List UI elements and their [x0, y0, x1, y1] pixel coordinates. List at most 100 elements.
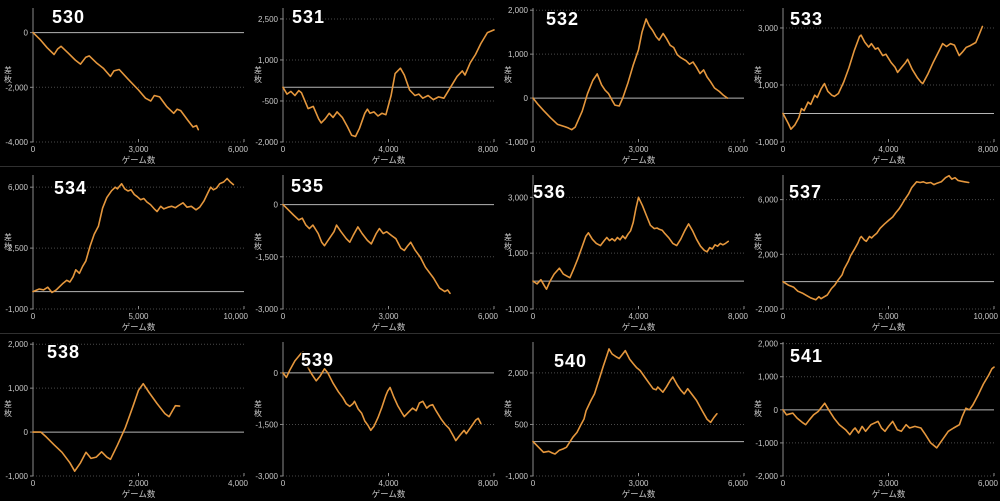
y-axis-title: 枚 [504, 241, 512, 251]
plot-line [282, 351, 482, 442]
y-axis-title: 差 [254, 399, 262, 409]
plot-line [782, 25, 984, 130]
x-tick-label: 0 [781, 479, 786, 488]
y-tick-label: -1,000 [505, 472, 528, 481]
chart-title: 541 [790, 346, 824, 366]
x-axis-title: ゲーム数 [122, 322, 156, 332]
x-axis-title: ゲーム数 [622, 322, 656, 332]
x-tick-label: 6,000 [478, 312, 499, 321]
y-tick-label: -2,000 [5, 83, 28, 92]
x-axis-title: ゲーム数 [872, 322, 906, 332]
x-tick-label: 2,000 [128, 479, 149, 488]
chart-cell[interactable]: 537 6,000 2,000 -2,000 0 5,000 10,000 ゲーム数 差枚 [750, 167, 1000, 334]
x-axis-title: ゲーム数 [872, 155, 906, 165]
y-tick-label: -2,000 [755, 305, 778, 314]
x-tick-label: 5,000 [878, 312, 899, 321]
x-tick-label: 8,000 [478, 145, 499, 154]
x-axis-title: ゲーム数 [622, 489, 656, 499]
y-tick-label: -1,000 [505, 305, 528, 314]
x-tick-label: 6,000 [728, 145, 749, 154]
y-axis-title: 枚 [504, 408, 512, 418]
chart-cell[interactable]: 536 3,000 1,000 -1,000 0 4,000 8,000 ゲーム数 差枚 [500, 167, 750, 334]
y-tick-label: 1,000 [508, 249, 529, 258]
y-axis-title: 枚 [4, 408, 12, 418]
x-axis-title: ゲーム数 [872, 489, 906, 499]
x-tick-label: 10,000 [974, 312, 999, 321]
plot-line [782, 174, 970, 301]
y-tick-label: -500 [262, 97, 279, 106]
y-tick-label: -1,000 [755, 138, 778, 147]
x-tick-label: 3,000 [378, 312, 399, 321]
chart-cell[interactable]: 534 6,000 2,500 -1,000 0 5,000 10,000 ゲーム数 差枚 [0, 167, 250, 334]
y-tick-label: 1,000 [758, 81, 779, 90]
plot-line [32, 177, 235, 294]
y-axis-title: 枚 [754, 74, 762, 84]
chart-cell[interactable]: 531 2,500 1,000 -500 -2,000 0 4,000 8,000 ゲーム数 差… [250, 0, 500, 167]
y-tick-label: -2,000 [255, 138, 278, 147]
y-tick-label: 2,000 [758, 340, 779, 349]
x-tick-label: 0 [281, 145, 286, 154]
x-tick-label: 0 [31, 145, 36, 154]
chart-title: 537 [789, 182, 823, 202]
chart-title: 531 [292, 7, 326, 27]
y-axis-title: 枚 [4, 241, 12, 251]
chart-cell[interactable]: 540 2,000 500 -1,000 0 3,000 6,000 ゲーム数 差枚 [500, 334, 750, 501]
y-tick-label: 1,000 [8, 384, 29, 393]
x-axis-title: ゲーム数 [122, 489, 156, 499]
plot-line [532, 196, 729, 290]
x-tick-label: 4,000 [228, 479, 249, 488]
y-axis-title: 枚 [4, 74, 12, 84]
chart-cell[interactable]: 532 2,000 1,000 0 -1,000 0 3,000 6,000 ゲーム数差枚 [500, 0, 750, 167]
y-tick-label: -1,000 [5, 472, 28, 481]
x-tick-label: 0 [531, 145, 536, 154]
chart-cell[interactable]: 541 2,000 1,000 0 -1,000 -2,000 0 3,000 6,000 ゲー… [750, 334, 1000, 501]
plot-line [282, 29, 495, 138]
plot-line [32, 382, 181, 472]
x-tick-label: 8,000 [728, 312, 749, 321]
chart-title: 535 [291, 176, 325, 196]
chart-cell[interactable]: 535 0 -1,500 -3,000 0 3,000 6,000 ゲーム数差枚 [250, 167, 500, 334]
plot-line [782, 366, 995, 449]
y-tick-label: 2,500 [8, 244, 29, 253]
y-tick-label: 1,000 [758, 373, 779, 382]
x-tick-label: 0 [281, 479, 286, 488]
y-tick-label: 0 [774, 406, 779, 415]
x-tick-label: 3,000 [878, 479, 899, 488]
chart-cell[interactable]: 539 0 -1,500 -3,000 0 4,000 8,000 ゲーム数差枚 [250, 334, 500, 501]
y-axis-title: 差 [754, 232, 762, 242]
x-tick-label: 0 [781, 312, 786, 321]
plot-line [532, 348, 718, 455]
chart-cell[interactable]: 533 3,000 1,000 -1,000 0 4,000 8,000 ゲーム数 差枚 [750, 0, 1000, 167]
chart-cell[interactable]: 530 0 -2,000 -4,000 0 3,000 6,000 ゲーム数差枚 [0, 0, 250, 167]
x-axis-title: ゲーム数 [372, 322, 406, 332]
x-tick-label: 6,000 [978, 479, 999, 488]
x-axis-title: ゲーム数 [372, 155, 406, 165]
y-axis-title: 差 [4, 232, 12, 242]
chart-cell[interactable]: 538 2,000 1,000 0 -1,000 0 2,000 4,000 ゲーム数差枚 [0, 334, 250, 501]
x-tick-label: 6,000 [228, 145, 249, 154]
y-axis-title: 差 [754, 399, 762, 409]
chart-title: 532 [546, 9, 580, 29]
y-tick-label: -2,000 [755, 472, 778, 481]
y-axis-title: 枚 [254, 74, 262, 84]
x-tick-label: 0 [531, 479, 536, 488]
plot-line [532, 18, 729, 131]
x-axis-title: ゲーム数 [372, 489, 406, 499]
x-tick-label: 4,000 [378, 479, 399, 488]
y-axis-title: 枚 [754, 241, 762, 251]
y-tick-label: 3,000 [758, 24, 779, 33]
y-tick-label: -1,500 [255, 253, 278, 262]
x-tick-label: 5,000 [128, 312, 149, 321]
chart-title: 534 [54, 178, 88, 198]
y-tick-label: -1,000 [755, 439, 778, 448]
y-tick-label: 6,000 [8, 183, 29, 192]
